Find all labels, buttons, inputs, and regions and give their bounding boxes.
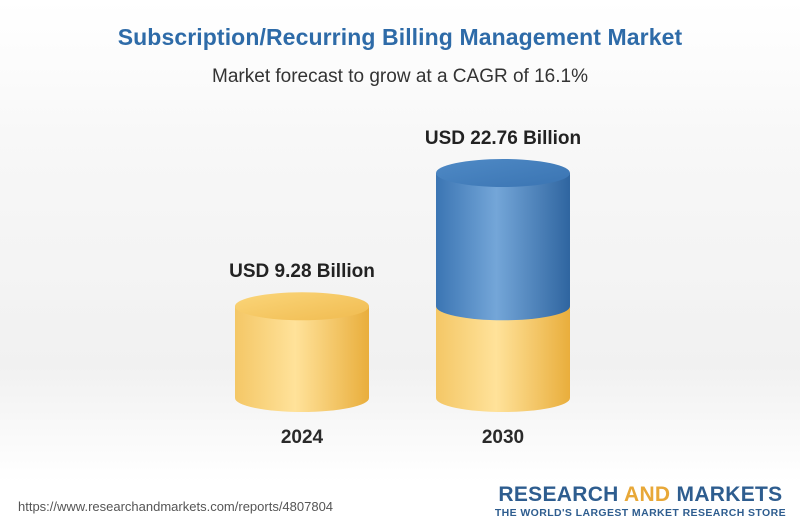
x-tick-2030: 2030 — [482, 427, 524, 448]
brand-name: RESEARCH AND MARKETS — [498, 483, 783, 506]
source-url[interactable]: https://www.researchandmarkets.com/repor… — [18, 499, 334, 514]
x-tick-2024: 2024 — [281, 427, 324, 448]
bar-2030-base-segment — [436, 306, 570, 412]
brand-logo: RESEARCH AND MARKETS THE WORLD'S LARGEST… — [495, 484, 786, 520]
brand-tagline: THE WORLD'S LARGEST MARKET RESEARCH STOR… — [494, 507, 786, 519]
chart-subtitle: Market forecast to grow at a CAGR of 16.… — [212, 66, 588, 87]
value-label-2024: USD 9.28 Billion — [229, 261, 375, 282]
value-label-2030: USD 22.76 Billion — [425, 128, 581, 149]
bar-2030-growth-segment — [436, 159, 570, 321]
chart-title: Subscription/Recurring Billing Managemen… — [117, 24, 683, 50]
bar-2024 — [235, 292, 369, 412]
